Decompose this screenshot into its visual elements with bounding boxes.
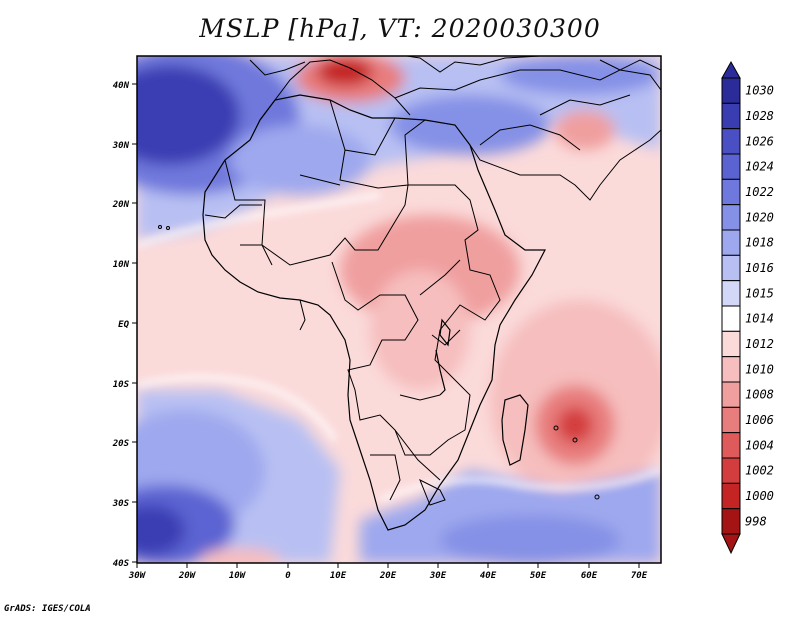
- colorbar-level-label: 1020: [745, 210, 774, 224]
- lon-label: 10E: [330, 571, 347, 581]
- pressure-field: [137, 56, 661, 563]
- colorbar-level-label: 1004: [745, 438, 774, 452]
- colorbar-swatch: [721, 381, 741, 408]
- colorbar-swatch: [721, 153, 741, 180]
- lon-label: 0: [285, 571, 291, 581]
- lat-label: 40N: [113, 81, 130, 91]
- lon-label: 30E: [429, 571, 447, 581]
- colorbar-level-label: 1016: [745, 261, 774, 275]
- colorbar-level-label: 1012: [745, 337, 774, 351]
- map-title: MSLP [hPa], VT: 2020030300: [199, 14, 601, 43]
- lat-ticks: [132, 83, 137, 563]
- lat-label: EQ: [118, 320, 129, 330]
- colorbar-level-label: 1002: [745, 464, 774, 478]
- colorbar-swatch: [721, 330, 741, 358]
- lon-label: 40E: [480, 571, 497, 581]
- colorbar-swatch: [721, 178, 741, 206]
- colorbar-swatch: [721, 204, 741, 231]
- colorbar-level-label: 1018: [745, 236, 774, 250]
- colorbar-level-label: 1026: [745, 134, 774, 148]
- colorbar-swatch: [721, 457, 741, 484]
- colorbar-level-label: 1000: [745, 489, 774, 503]
- lat-label: 30S: [112, 499, 130, 509]
- map-frame: [136, 55, 662, 564]
- colorbar-level-label: 1006: [745, 413, 774, 427]
- colorbar-swatch: [721, 508, 741, 535]
- colorbar-swatch: [721, 102, 741, 130]
- colorbar-swatch: [721, 356, 741, 383]
- coastlines: [158, 56, 661, 531]
- lon-label: 20E: [379, 571, 397, 581]
- colorbar-swatch: [721, 280, 741, 307]
- colorbar-swatch: [721, 254, 741, 282]
- lon-label: 60E: [581, 571, 598, 581]
- lat-label: 20S: [112, 439, 130, 449]
- colorbar-swatch: [721, 305, 741, 332]
- grads-credit: GrADS: IGES/COLA: [4, 604, 91, 614]
- colorbar-swatch: [721, 229, 741, 256]
- lat-label: 30N: [112, 141, 130, 151]
- lat-label: 10S: [113, 380, 130, 390]
- colorbar-bottom-arrow: [721, 533, 741, 555]
- colorbar-level-label: 1015: [745, 286, 774, 300]
- lat-label: 20N: [112, 200, 130, 210]
- colorbar-level-label: 1028: [745, 109, 774, 123]
- colorbar-swatch: [721, 77, 741, 104]
- lon-label: 30W: [128, 571, 147, 581]
- lon-label: 10W: [229, 571, 247, 581]
- lon-label: 70E: [631, 571, 648, 581]
- lon-label: 20W: [178, 571, 197, 581]
- colorbar-swatch: [721, 128, 741, 155]
- colorbar-swatch: [721, 482, 741, 510]
- lon-label: 50E: [530, 571, 547, 581]
- lat-label: 40S: [113, 559, 130, 569]
- colorbar-level-label: 1030: [745, 84, 774, 98]
- colorbar-level-label: 1008: [745, 388, 774, 402]
- lat-label: 10N: [113, 260, 130, 270]
- colorbar-level-label: 1010: [745, 362, 774, 376]
- colorbar-level-label: 1022: [745, 185, 774, 199]
- colorbar: 1030 1028 1026 1024 1022 1020 1018 1016 1015 1014…: [721, 60, 774, 555]
- colorbar-level-label: 1014: [745, 312, 774, 326]
- colorbar-top-arrow: [721, 60, 741, 79]
- colorbar-level-label: 998: [745, 514, 767, 528]
- lon-ticks: [136, 563, 640, 568]
- colorbar-level-label: 1024: [745, 160, 774, 174]
- colorbar-swatch: [721, 406, 741, 434]
- colorbar-swatch: [721, 432, 741, 459]
